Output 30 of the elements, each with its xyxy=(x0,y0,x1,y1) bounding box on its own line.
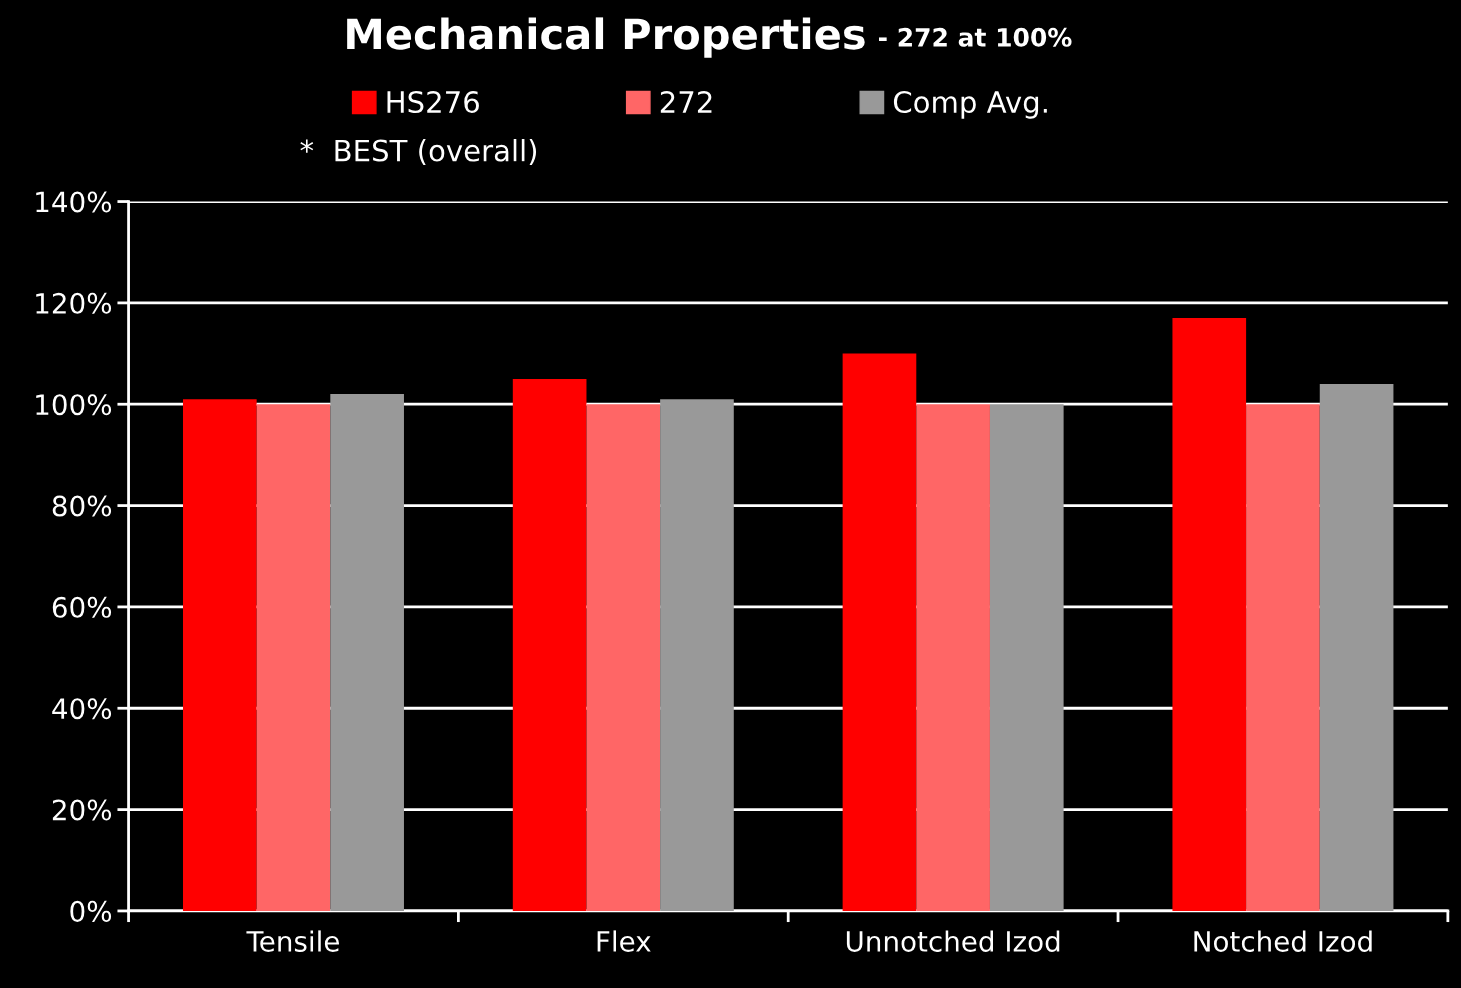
x-tick-label: Notched Izod xyxy=(1194,930,1372,952)
bar xyxy=(512,378,587,911)
legend-label: Comp Avg. xyxy=(893,90,1047,119)
bar xyxy=(182,399,257,911)
text: * BEST (overall) xyxy=(300,139,537,166)
legend-label: 272 xyxy=(660,90,712,113)
x-tick-label: Tensile xyxy=(246,930,339,952)
y-tick-label: 60% xyxy=(52,596,112,618)
bar xyxy=(916,404,990,911)
bar xyxy=(1172,318,1247,911)
y-tick-label: 80% xyxy=(52,495,112,517)
y-tick-label: 140% xyxy=(36,191,112,213)
bar xyxy=(989,404,1064,911)
bar xyxy=(330,394,404,911)
y-tick-label: 120% xyxy=(36,292,112,314)
bar xyxy=(1319,383,1394,911)
y-tick-label: 40% xyxy=(52,698,112,720)
x-tick-label: Flex xyxy=(597,930,651,952)
bar xyxy=(586,404,661,911)
legend-label: HS276 xyxy=(387,90,479,114)
bar xyxy=(256,404,331,911)
chart-title: Mechanical Properties xyxy=(347,17,865,58)
bar xyxy=(842,353,917,911)
bar xyxy=(1246,404,1320,911)
y-tick-label: 100% xyxy=(36,394,112,416)
bar xyxy=(660,399,734,911)
x-tick-label: Unnotched Izod xyxy=(846,930,1060,952)
y-tick-label: 20% xyxy=(52,799,112,821)
y-tick-label: 0% xyxy=(70,900,112,922)
chart-subtitle: - 272 at 100% xyxy=(879,27,1072,47)
